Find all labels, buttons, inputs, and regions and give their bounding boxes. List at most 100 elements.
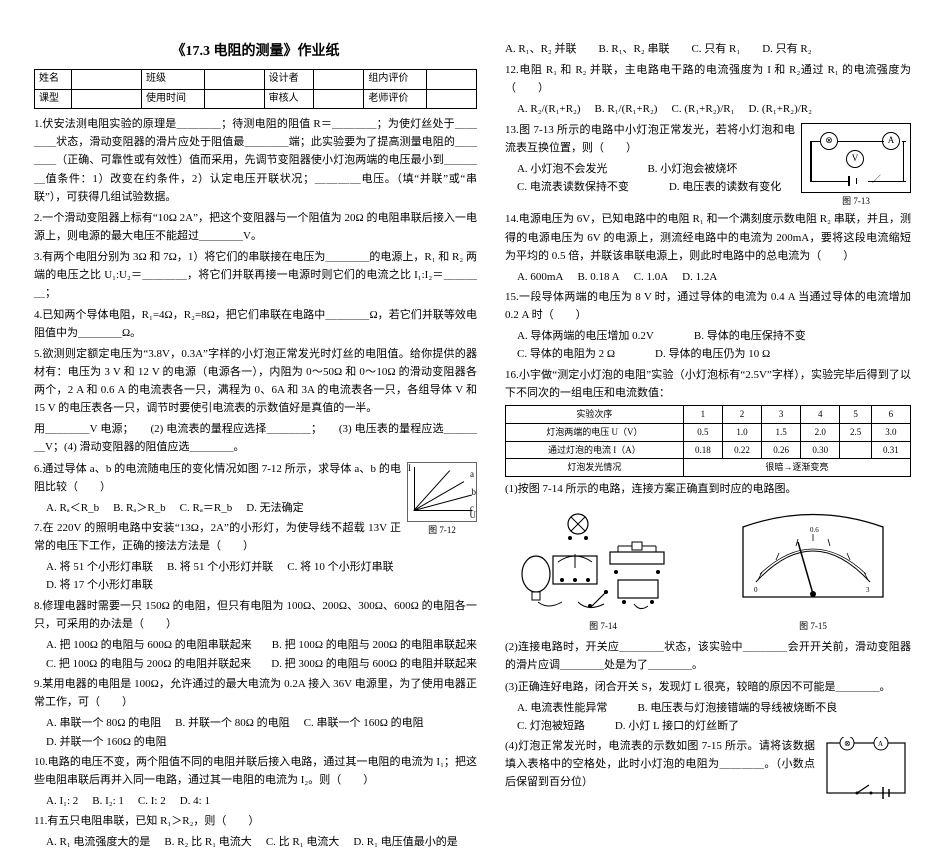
td: 2.5	[840, 423, 871, 441]
question-4: 5.欲测则定额定电压为“3.8V，0.3A”字样的小灯泡正常发光时灯丝的电阻值。…	[34, 345, 477, 418]
opt: A. 把 100Ω 的电阻与 600Ω 的电阻串联起来	[46, 636, 252, 654]
question-10-options: A. I₁: 2 B. I₂: 1 C. I: 2 D. 4: 1	[46, 792, 477, 810]
opt: B. 将 51 个小形灯并联	[167, 558, 273, 576]
question-8: 8.修理电器时需要一只 150Ω 的电阻，但只有电阻为 100Ω、200Ω、30…	[34, 597, 477, 633]
opt: B. 0.18 A	[577, 268, 619, 286]
td: 灯泡两端的电压 U（V）	[505, 423, 683, 441]
th: 2	[722, 405, 761, 423]
question-12: 12.电阻 R₁ 和 R₂ 并联，主电路电干路的电流强度为 I 和 R₂通过 R…	[505, 61, 911, 97]
opt: C. 灯泡被短路	[517, 717, 585, 735]
question-16b: (2)连接电路时，开关应＿＿＿＿状态，该实验中＿＿＿＿会开开关前，滑动变阻器的滑…	[505, 638, 911, 674]
question-13-options: A. 小灯泡不会发光 B. 小灯泡会被烧坏 C. 电流表读数保持不变 D. 电压…	[517, 160, 795, 196]
question-4-line: 用＿＿＿＿V 电源； (2) 电流表的量程应选择＿＿＿＿； (3) 电压表的量程…	[34, 420, 477, 456]
opt: C. 比 R₁ 电流大	[266, 833, 340, 851]
hdr-cell[interactable]	[426, 70, 476, 90]
td: 0.18	[683, 441, 722, 459]
opt: D. 导体的电压仍为 10 Ω	[655, 345, 770, 363]
hdr-cell: 课型	[35, 89, 72, 109]
opt: C. Rₐ＝R_b	[180, 499, 233, 517]
opt: B. Rₐ＞R_b	[113, 499, 166, 517]
opt: A. Rₐ＜R_b	[46, 499, 99, 517]
hdr-cell[interactable]	[72, 89, 142, 109]
hdr-cell[interactable]	[314, 70, 364, 90]
opt: C. 电流表读数保持不变	[517, 178, 629, 196]
opt: B. 电压表与灯泡接错端的导线被烧断不良	[637, 699, 837, 717]
opt: B. I₂: 1	[92, 792, 124, 810]
opt: A. I₁: 2	[46, 792, 78, 810]
hdr-cell: 审核人	[264, 89, 314, 109]
td: 2.0	[801, 423, 840, 441]
opt: D. 电压表的读数有变化	[669, 178, 781, 196]
question-9-options: A. 串联一个 80Ω 的电阻 B. 并联一个 80Ω 的电阻 C. 串联一个 …	[46, 714, 477, 750]
question-11: 11.有五只电阻串联，已知 R₁＞R₂，则（ ）	[34, 812, 477, 830]
figure-7-13: ⊗ A V ／ 图 7-13	[801, 123, 911, 209]
td: 很暗→逐渐变亮	[683, 459, 910, 477]
td: 0.26	[762, 441, 801, 459]
hdr-cell[interactable]	[72, 70, 142, 90]
question-2: 2.一个滑动变阻器上标有“10Ω 2A”，把这个变阻器与一个阻值为 20Ω 的电…	[34, 209, 477, 245]
hdr-cell[interactable]	[204, 70, 264, 90]
question-8-options: A. 把 100Ω 的电阻与 600Ω 的电阻串联起来 B. 把 100Ω 的电…	[46, 636, 477, 673]
opt: D. 将 17 个小形灯串联	[46, 576, 153, 594]
opt: D. 4: 1	[180, 792, 210, 810]
td: 1.5	[762, 423, 801, 441]
opt: D. 无法确定	[246, 499, 303, 517]
th: 3	[762, 405, 801, 423]
svg-text:3: 3	[866, 586, 870, 594]
opt: B. 并联一个 80Ω 的电阻	[175, 714, 290, 732]
hdr-cell[interactable]	[204, 89, 264, 109]
question-14: 14.电源电压为 6V，已知电路中的电阻 R₁ 和一个满刻度示数电阻 R₂ 串联…	[505, 210, 911, 264]
opt: D. 1.2A	[682, 268, 717, 286]
svg-text:0.6: 0.6	[810, 526, 819, 534]
hdr-cell: 使用时间	[142, 89, 205, 109]
opt: B. 导体的电压保持不变	[694, 327, 806, 345]
switch-icon: ／	[872, 172, 881, 187]
opt: B. R₂ 比 R₁ 电流大	[164, 833, 251, 851]
th: 1	[683, 405, 722, 423]
figure-7-15: 03 0.6 图 7-15	[728, 502, 898, 634]
opt: B. 小灯泡会被烧坏	[647, 160, 737, 178]
opt: A. 串联一个 80Ω 的电阻	[46, 714, 161, 732]
td[interactable]	[840, 441, 871, 459]
question-15: 15.一段导体两端的电压为 8 V 时，通过导体的电流为 0.4 A 当通过导体…	[505, 288, 911, 324]
opt: C. 将 10 个小形灯串联	[287, 558, 393, 576]
opt: D. 小灯 L 接口的灯丝断了	[615, 717, 739, 735]
question-16c: (3)正确连好电路，闭合开关 S，发现灯 L 很亮，较暗的原因不可能是＿＿＿＿。	[505, 678, 911, 696]
opt: A. 600mA	[517, 268, 563, 286]
fig-caption: 图 7-14	[518, 619, 688, 634]
opt: C. 导体的电阻为 2 Ω	[517, 345, 615, 363]
td: 0.31	[871, 441, 910, 459]
hdr-cell: 班级	[142, 70, 205, 90]
hdr-cell: 设计者	[264, 70, 314, 90]
hdr-cell: 姓名	[35, 70, 72, 90]
question-10: 10.电路的电压不变，两个阻值不同的电阻并联后接入电路，通过其一电阻的电流为 I…	[34, 753, 477, 789]
td: 灯泡发光情况	[505, 459, 683, 477]
opt: D. 把 300Ω 的电阻与 600Ω 的电阻并联起来	[271, 655, 477, 673]
svg-text:A: A	[878, 740, 883, 748]
question-12-top-opts: A. R₁、R₂ 并联 B. R₁、R₂ 串联 C. 只有 R₁ D. 只有 R…	[505, 40, 911, 58]
opt: C. 1.0A	[634, 268, 669, 286]
question-3b: 4.已知两个导体电阻，R₁=4Ω，R₂=8Ω，把它们串联在电路中＿＿＿＿Ω，若它…	[34, 306, 477, 342]
header-table: 姓名 班级 设计者 组内评价 课型 使用时间 审核人 老师评价	[34, 69, 477, 109]
apparatus-drawing	[518, 502, 688, 612]
hdr-cell[interactable]	[314, 89, 364, 109]
th: 4	[801, 405, 840, 423]
opt: A. 电流表性能异常	[517, 699, 607, 717]
td: 1.0	[722, 423, 761, 441]
td: 0.30	[801, 441, 840, 459]
hdr-cell: 组内评价	[364, 70, 427, 90]
th: 5	[840, 405, 871, 423]
hdr-cell[interactable]	[426, 89, 476, 109]
opt: B. 把 100Ω 的电阻与 200Ω 的电阻串联起来	[272, 636, 477, 654]
opt: D. (R₁+R₂)/R₂	[748, 100, 812, 118]
opt: D. R₁ 电压值最小的是	[353, 833, 457, 851]
blank-circuit-box: ⊗ A	[821, 737, 911, 807]
left-column: 《17.3 电阻的测量》作业纸 姓名 班级 设计者 组内评价 课型 使用时间 审…	[20, 40, 491, 649]
question-7-options: A. 将 51 个小形灯串联 B. 将 51 个小形灯并联 C. 将 10 个小…	[46, 558, 477, 594]
ammeter-dial: 03 0.6	[728, 502, 898, 612]
lamp-icon: ⊗	[820, 132, 838, 150]
question-16c-options: A. 电流表性能异常 B. 电压表与灯泡接错端的导线被烧断不良 C. 灯泡被短路…	[517, 699, 911, 735]
opt: A. R₁ 电流强度大的是	[46, 833, 150, 851]
opt: A. 导体两端的电压增加 0.2V	[517, 327, 654, 345]
opt: A. R₂/(R₁+R₂)	[517, 100, 581, 118]
